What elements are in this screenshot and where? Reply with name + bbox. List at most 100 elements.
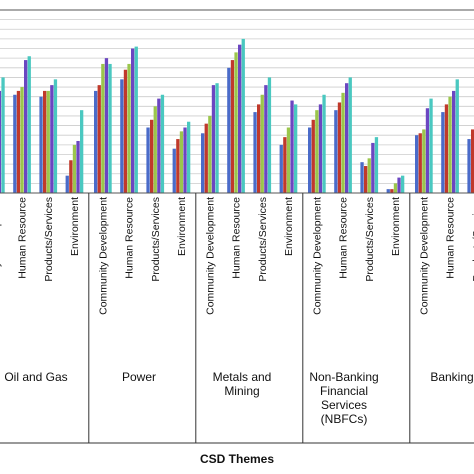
bar [455,79,459,193]
bar [131,48,135,193]
bar [452,90,456,193]
bar [72,144,77,193]
bar [341,92,345,193]
bar [50,85,54,193]
bar [80,110,84,193]
bar [364,166,368,193]
bar [94,90,98,193]
bar [260,94,264,193]
bar [418,133,422,193]
sector-label: Non-Banking Financial Services (NBFCs) [309,370,378,426]
chart-frame [0,9,474,444]
bar [286,127,291,193]
sector-label: Oil and Gas [4,370,67,384]
category-tick-label: Community Development [419,197,431,315]
bar [146,127,150,193]
bar [211,85,216,193]
bar [172,148,176,193]
bar [283,137,287,193]
bar [279,144,283,193]
category-tick-label: Environment [69,197,81,256]
bar [230,60,235,193]
bar [322,94,326,193]
bar [318,104,323,193]
bar [257,104,261,193]
bar [27,56,31,193]
bar [120,79,124,193]
category-tick-label: Community Development [312,197,324,315]
category-labels: Community Development Human Resource Produ… [0,197,474,315]
bar [337,102,342,193]
bar [386,189,390,193]
bar [345,83,349,193]
category-tick-label: Products/Services [43,197,55,282]
bar [134,46,138,193]
bar [24,60,28,193]
bar [429,98,433,193]
bar [238,44,242,194]
bar [397,177,401,193]
category-tick-label: Human Resource [338,197,350,279]
bar [20,87,24,193]
bar [367,158,371,193]
category-tick-label: Products/Services [471,197,474,282]
category-tick-label: Environment [176,197,188,256]
sector-labels: Oil and Gas Power Metals and Mining Non-Bank… [4,370,473,426]
bar [390,189,394,193]
x-axis-title: CSD Themes [200,452,274,466]
bar [253,112,257,193]
bar [0,90,2,193]
bar [267,77,272,193]
bar [471,129,474,193]
category-tick-label: Community Development [205,197,217,315]
bar [46,90,50,193]
bar [187,121,191,193]
bar [415,135,419,193]
sector-label: Metals and Mining [213,370,272,398]
bar [393,183,398,193]
bars [0,38,474,194]
bar [290,100,294,193]
bar [53,79,58,193]
bar [444,104,449,193]
bar [101,63,105,193]
bar [308,127,312,193]
bar [208,115,212,193]
bar [371,142,375,193]
bar [16,90,21,193]
category-tick-label: Community Development [98,197,110,315]
bar [123,69,128,193]
bar [43,90,47,193]
bar [348,77,352,193]
bar [76,140,80,193]
bar [201,133,205,193]
category-tick-label: Human Resource [231,197,243,279]
bar [425,108,430,193]
category-tick-label: Community Development [0,197,3,315]
category-tick-label: Human Resource [445,197,457,279]
bar [264,85,268,193]
bar [374,137,379,193]
bar [69,160,73,193]
bar [183,127,187,193]
bar [360,162,364,193]
category-tick-label: Products/Services [257,197,269,282]
bar [97,85,101,193]
bar [179,131,184,193]
bar [65,175,69,193]
bar [215,83,219,193]
bar [401,175,405,193]
bar [150,119,154,193]
category-tick-label: Environment [283,197,295,256]
category-tick-label: Products/Services [150,197,162,282]
bar [467,139,471,193]
bar [234,52,238,193]
bar [157,98,161,193]
bar [441,112,445,193]
category-tick-label: Human Resource [124,197,136,279]
bar [153,106,157,193]
bar [315,110,319,193]
bar [160,94,165,193]
bar [334,110,338,193]
